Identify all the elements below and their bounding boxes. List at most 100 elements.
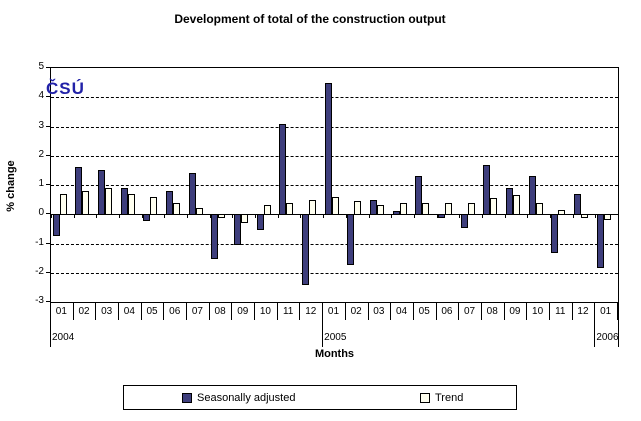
y-tick--2 xyxy=(46,271,50,273)
month-separator xyxy=(254,303,255,320)
category-tick xyxy=(346,214,347,219)
legend-label-trend: Trend xyxy=(435,391,464,404)
legend-item-seasonally-adjusted: Seasonally adjusted xyxy=(182,386,295,409)
y-tick-label--2: -2 xyxy=(35,265,44,277)
month-separator xyxy=(481,303,482,320)
y-tick-label-0: 0 xyxy=(38,207,44,219)
year-label-2005: 2005 xyxy=(324,332,347,343)
y-tick-label--3: -3 xyxy=(35,295,44,306)
category-tick xyxy=(482,214,483,219)
category-tick xyxy=(437,214,438,219)
category-tick xyxy=(255,214,256,219)
gridline-4 xyxy=(51,97,618,99)
month-separator xyxy=(572,303,573,320)
bar-trend-23 xyxy=(581,214,589,219)
month-separator xyxy=(209,303,210,320)
bar-trend-18 xyxy=(467,202,475,216)
month-label: 02 xyxy=(78,306,90,317)
bar-trend-3 xyxy=(127,193,135,216)
bar-trend-24 xyxy=(603,214,611,220)
bar-trend-4 xyxy=(150,196,158,216)
bar-seasonally-adjusted-20 xyxy=(506,187,514,216)
month-label: 12 xyxy=(577,306,589,317)
month-separator xyxy=(141,303,142,320)
category-tick xyxy=(300,214,301,219)
category-tick xyxy=(414,214,415,219)
y-tick--1 xyxy=(46,242,50,244)
y-tick-label-5: 5 xyxy=(38,61,44,72)
category-tick xyxy=(573,214,574,219)
month-label: 07 xyxy=(191,306,203,317)
month-label: 03 xyxy=(373,306,385,317)
y-tick-label-2: 2 xyxy=(38,148,44,160)
y-tick-label-3: 3 xyxy=(38,119,44,131)
bar-seasonally-adjusted-15 xyxy=(392,211,400,216)
month-label: 05 xyxy=(146,306,158,317)
bar-trend-21 xyxy=(535,202,543,216)
bar-seasonally-adjusted-17 xyxy=(438,214,446,219)
month-label: 06 xyxy=(169,306,181,317)
bar-trend-9 xyxy=(263,205,271,216)
month-label: 09 xyxy=(509,306,521,317)
month-label: 06 xyxy=(441,306,453,317)
category-tick xyxy=(210,214,211,219)
bar-seasonally-adjusted-23 xyxy=(574,193,582,216)
bar-trend-14 xyxy=(377,205,385,216)
bar-trend-22 xyxy=(558,209,566,216)
bar-trend-1 xyxy=(82,190,90,216)
y-tick-3 xyxy=(46,125,50,127)
bar-seasonally-adjusted-19 xyxy=(483,164,491,216)
legend-label-seasonally-adjusted: Seasonally adjusted xyxy=(197,391,296,404)
category-tick xyxy=(119,214,120,219)
gridline--2 xyxy=(51,272,618,274)
year-axis: 2004 2005 2006 xyxy=(50,303,620,348)
bar-trend-15 xyxy=(399,202,407,216)
bar-seasonally-adjusted-7 xyxy=(211,214,219,260)
bar-seasonally-adjusted-2 xyxy=(97,170,105,216)
bar-trend-12 xyxy=(331,196,339,216)
bar-trend-2 xyxy=(104,187,112,216)
bar-seasonally-adjusted-5 xyxy=(165,190,173,216)
bar-seasonally-adjusted-13 xyxy=(347,214,355,265)
gridline-1 xyxy=(51,185,618,186)
month-separator xyxy=(299,303,300,320)
bar-trend-16 xyxy=(422,202,430,216)
month-label: 08 xyxy=(486,306,498,317)
y-tick-label-4: 4 xyxy=(38,90,44,102)
gridline--1 xyxy=(51,243,618,245)
bar-seasonally-adjusted-12 xyxy=(324,82,332,216)
bar-trend-0 xyxy=(59,193,67,216)
bar-seasonally-adjusted-18 xyxy=(460,214,468,229)
bar-seasonally-adjusted-14 xyxy=(370,199,378,216)
y-tick-label--1: -1 xyxy=(35,236,44,248)
month-separator xyxy=(526,303,527,320)
year-label-2006: 2006 xyxy=(596,332,619,343)
bar-trend-8 xyxy=(240,214,248,223)
bar-seasonally-adjusted-10 xyxy=(279,123,287,216)
month-separator xyxy=(549,303,550,320)
month-separator xyxy=(345,303,346,320)
month-label: 01 xyxy=(55,306,67,317)
month-axis: 01 02 03 04 05 06 07 08 09 10 11 12 01 02 03 04 05 06 07 08… xyxy=(50,303,619,322)
category-tick xyxy=(527,214,528,219)
month-separator xyxy=(118,303,119,320)
year-separator xyxy=(594,303,595,347)
month-label: 09 xyxy=(237,306,249,317)
category-tick xyxy=(459,214,460,219)
category-tick xyxy=(232,214,233,219)
month-separator xyxy=(277,303,278,320)
month-separator xyxy=(617,303,618,320)
bar-seasonally-adjusted-0 xyxy=(52,214,60,236)
month-label: 03 xyxy=(101,306,113,317)
month-separator xyxy=(231,303,232,320)
month-label: 04 xyxy=(123,306,135,317)
gridline-3 xyxy=(51,126,618,128)
month-label: 11 xyxy=(555,306,566,317)
month-separator xyxy=(73,303,74,320)
bar-seasonally-adjusted-9 xyxy=(256,214,264,230)
legend: Seasonally adjusted Trend xyxy=(123,385,517,410)
bar-seasonally-adjusted-24 xyxy=(596,214,604,268)
bar-trend-19 xyxy=(490,198,498,216)
month-label: 01 xyxy=(600,306,612,317)
category-tick xyxy=(323,214,324,219)
